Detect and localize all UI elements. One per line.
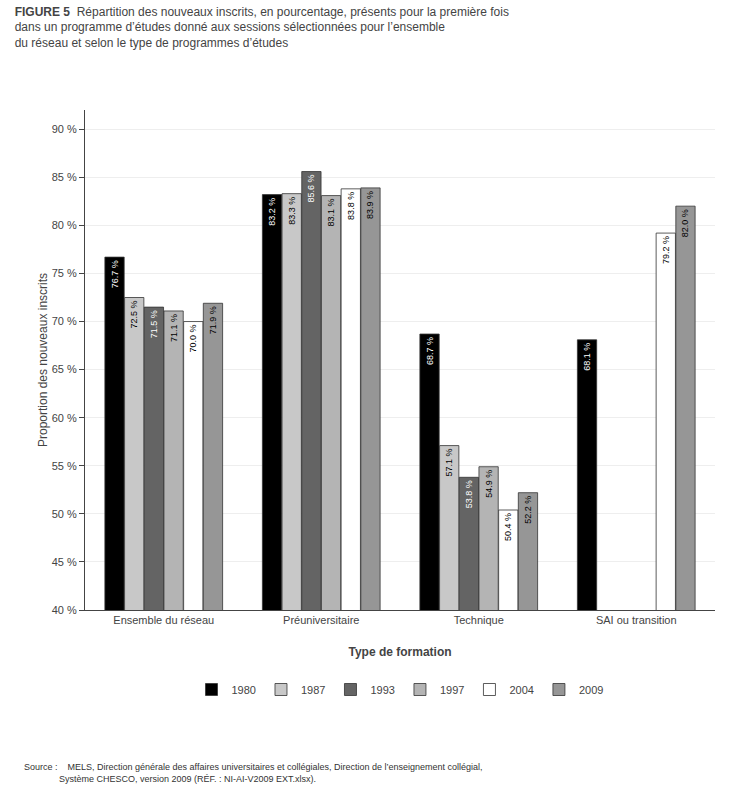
svg-text:71.1 %: 71.1 % bbox=[169, 314, 179, 342]
svg-text:83.2 %: 83.2 % bbox=[267, 198, 277, 226]
svg-text:75 %: 75 % bbox=[52, 267, 77, 279]
svg-text:80 %: 80 % bbox=[52, 219, 77, 231]
svg-text:55 %: 55 % bbox=[52, 460, 77, 472]
svg-text:Préuniversitaire: Préuniversitaire bbox=[283, 614, 359, 626]
svg-text:71.9 %: 71.9 % bbox=[208, 306, 218, 334]
svg-text:SAI ou transition: SAI ou transition bbox=[596, 614, 677, 626]
svg-text:Source : MELS, Direction gé: Source : MELS, Direction générale des af… bbox=[24, 762, 483, 784]
svg-text:2009: 2009 bbox=[579, 684, 603, 696]
svg-text:57.1 %: 57.1 % bbox=[444, 449, 454, 477]
svg-text:40 %: 40 % bbox=[52, 604, 77, 616]
svg-text:1980: 1980 bbox=[232, 684, 256, 696]
svg-text:65 %: 65 % bbox=[52, 363, 77, 375]
svg-text:Proportion des nouveaux inscri: Proportion des nouveaux inscrits bbox=[36, 273, 50, 447]
svg-text:72.5 %: 72.5 % bbox=[129, 301, 139, 329]
svg-text:85 %: 85 % bbox=[52, 171, 77, 183]
svg-text:1997: 1997 bbox=[440, 684, 464, 696]
svg-text:53.8 %: 53.8 % bbox=[464, 480, 474, 508]
svg-text:FIGURE 5 Répartition des nouv: FIGURE 5 Répartition des nouveaux inscri… bbox=[15, 5, 509, 50]
svg-text:Type de formation: Type de formation bbox=[348, 645, 451, 659]
svg-text:70.0 %: 70.0 % bbox=[188, 325, 198, 353]
svg-text:83.1 %: 83.1 % bbox=[326, 199, 336, 227]
svg-text:83.8 %: 83.8 % bbox=[346, 192, 356, 220]
svg-text:68.7 %: 68.7 % bbox=[425, 337, 435, 365]
svg-text:83.3 %: 83.3 % bbox=[287, 197, 297, 225]
svg-text:90 %: 90 % bbox=[52, 123, 77, 135]
svg-text:45 %: 45 % bbox=[52, 556, 77, 568]
svg-text:52.2 %: 52.2 % bbox=[523, 496, 533, 524]
svg-text:54.9 %: 54.9 % bbox=[484, 470, 494, 498]
svg-text:85.6 %: 85.6 % bbox=[306, 175, 316, 203]
svg-text:50.4 %: 50.4 % bbox=[503, 513, 513, 541]
svg-text:Technique: Technique bbox=[454, 614, 504, 626]
svg-text:Ensemble du réseau: Ensemble du réseau bbox=[113, 614, 214, 626]
svg-text:76.7 %: 76.7 % bbox=[110, 260, 120, 288]
svg-text:1987: 1987 bbox=[301, 684, 325, 696]
svg-text:82.0 %: 82.0 % bbox=[680, 209, 690, 237]
svg-text:68.1 %: 68.1 % bbox=[582, 343, 592, 371]
svg-text:71.5 %: 71.5 % bbox=[149, 310, 159, 338]
svg-text:50 %: 50 % bbox=[52, 508, 77, 520]
svg-text:70 %: 70 % bbox=[52, 315, 77, 327]
svg-text:60 %: 60 % bbox=[52, 412, 77, 424]
svg-text:2004: 2004 bbox=[509, 684, 533, 696]
svg-text:1993: 1993 bbox=[370, 684, 394, 696]
svg-text:83.9 %: 83.9 % bbox=[365, 191, 375, 219]
svg-text:79.2 %: 79.2 % bbox=[661, 236, 671, 264]
